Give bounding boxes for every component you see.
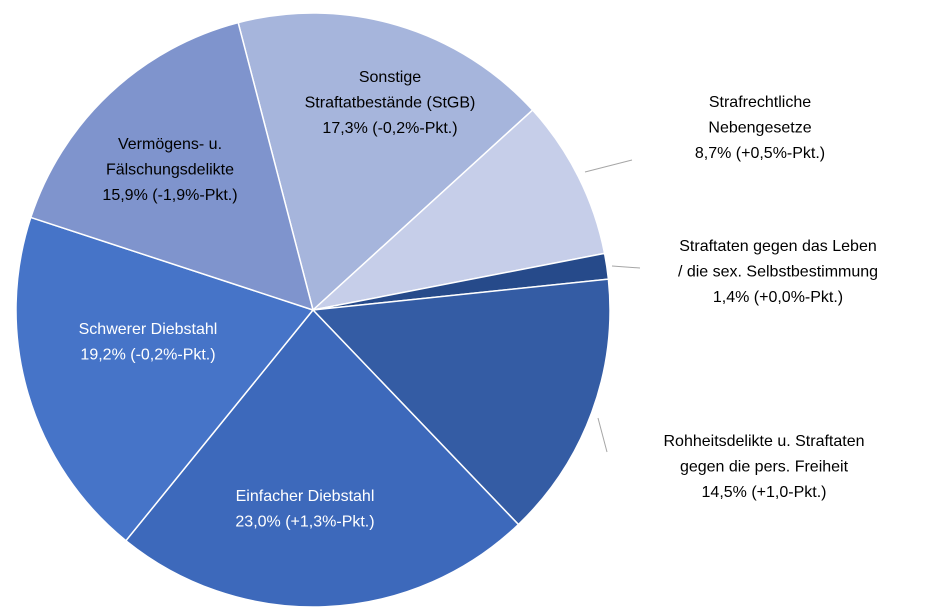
value-label: 17,3% (-0,2%-Pkt.)	[322, 120, 457, 137]
slice-label: Straftatbestände (StGB)	[305, 95, 476, 112]
value-label: 19,2% (-0,2%-Pkt.)	[80, 347, 215, 364]
pie-slice	[124, 308, 520, 608]
leader-line	[597, 417, 608, 453]
slice-label: Einfacher Diebstahl	[236, 488, 375, 505]
slice-label: Strafrechtliche	[709, 94, 811, 111]
slice-label: Straftaten gegen das Leben	[679, 238, 877, 255]
slice-label: Vermögens- u.	[118, 136, 222, 153]
value-label: 1,4% (+0,0%-Pkt.)	[713, 289, 843, 306]
slice-label: Fälschungsdelikte	[106, 162, 234, 179]
pie-slice	[15, 216, 315, 542]
leader-line	[584, 159, 633, 173]
slice-label: / die sex. Selbstbestimmung	[678, 264, 878, 281]
pie-slice	[310, 108, 606, 312]
pie-slice	[29, 21, 315, 312]
value-label: 23,0% (+1,3%-Pkt.)	[235, 514, 374, 531]
pie-slice	[237, 12, 534, 312]
slice-label: Rohheitsdelikte u. Straftaten	[663, 433, 864, 450]
slice-label: Sonstige	[359, 69, 421, 86]
slice-label: Schwerer Diebstahl	[79, 321, 218, 338]
leader-line	[611, 265, 641, 269]
slice-label: gegen die pers. Freiheit	[680, 459, 849, 476]
pie-slice	[311, 278, 611, 526]
slice-label: Nebengesetze	[708, 120, 811, 137]
value-label: 14,5% (+1,0-Pkt.)	[702, 484, 827, 501]
value-label: 8,7% (+0,5%-Pkt.)	[695, 145, 825, 162]
value-label: 15,9% (-1,9%-Pkt.)	[102, 187, 237, 204]
